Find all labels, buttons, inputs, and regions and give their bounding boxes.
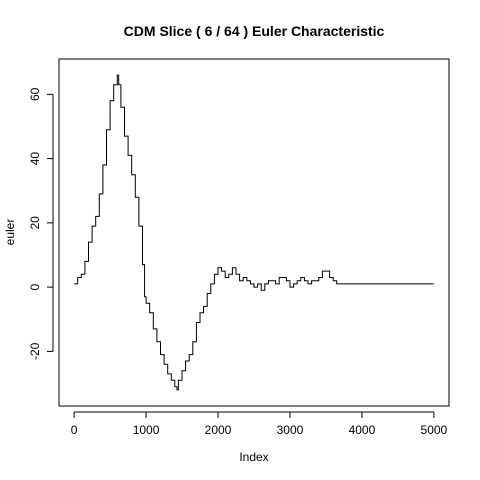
x-tick-label: 5000 bbox=[421, 423, 448, 437]
y-tick-label: 0 bbox=[28, 283, 42, 290]
series-line bbox=[74, 74, 434, 391]
x-tick-label: 2000 bbox=[205, 423, 232, 437]
x-axis-label: Index bbox=[239, 450, 268, 464]
y-tick-label: -20 bbox=[28, 342, 42, 360]
x-tick-label: 1000 bbox=[133, 423, 160, 437]
y-tick-label: 40 bbox=[28, 152, 42, 166]
y-axis-label: euler bbox=[3, 219, 17, 246]
x-tick-label: 4000 bbox=[349, 423, 376, 437]
y-tick-label: 20 bbox=[28, 216, 42, 230]
plot-frame bbox=[58, 58, 450, 407]
x-tick-label: 0 bbox=[71, 423, 78, 437]
chart-title: CDM Slice ( 6 / 64 ) Euler Characteristi… bbox=[124, 23, 385, 39]
x-axis: 0 1000 2000 3000 4000 5000 bbox=[71, 411, 448, 437]
x-tick-label: 3000 bbox=[277, 423, 304, 437]
y-tick-label: 60 bbox=[28, 87, 42, 101]
y-axis: -20 0 20 40 60 bbox=[28, 87, 54, 360]
